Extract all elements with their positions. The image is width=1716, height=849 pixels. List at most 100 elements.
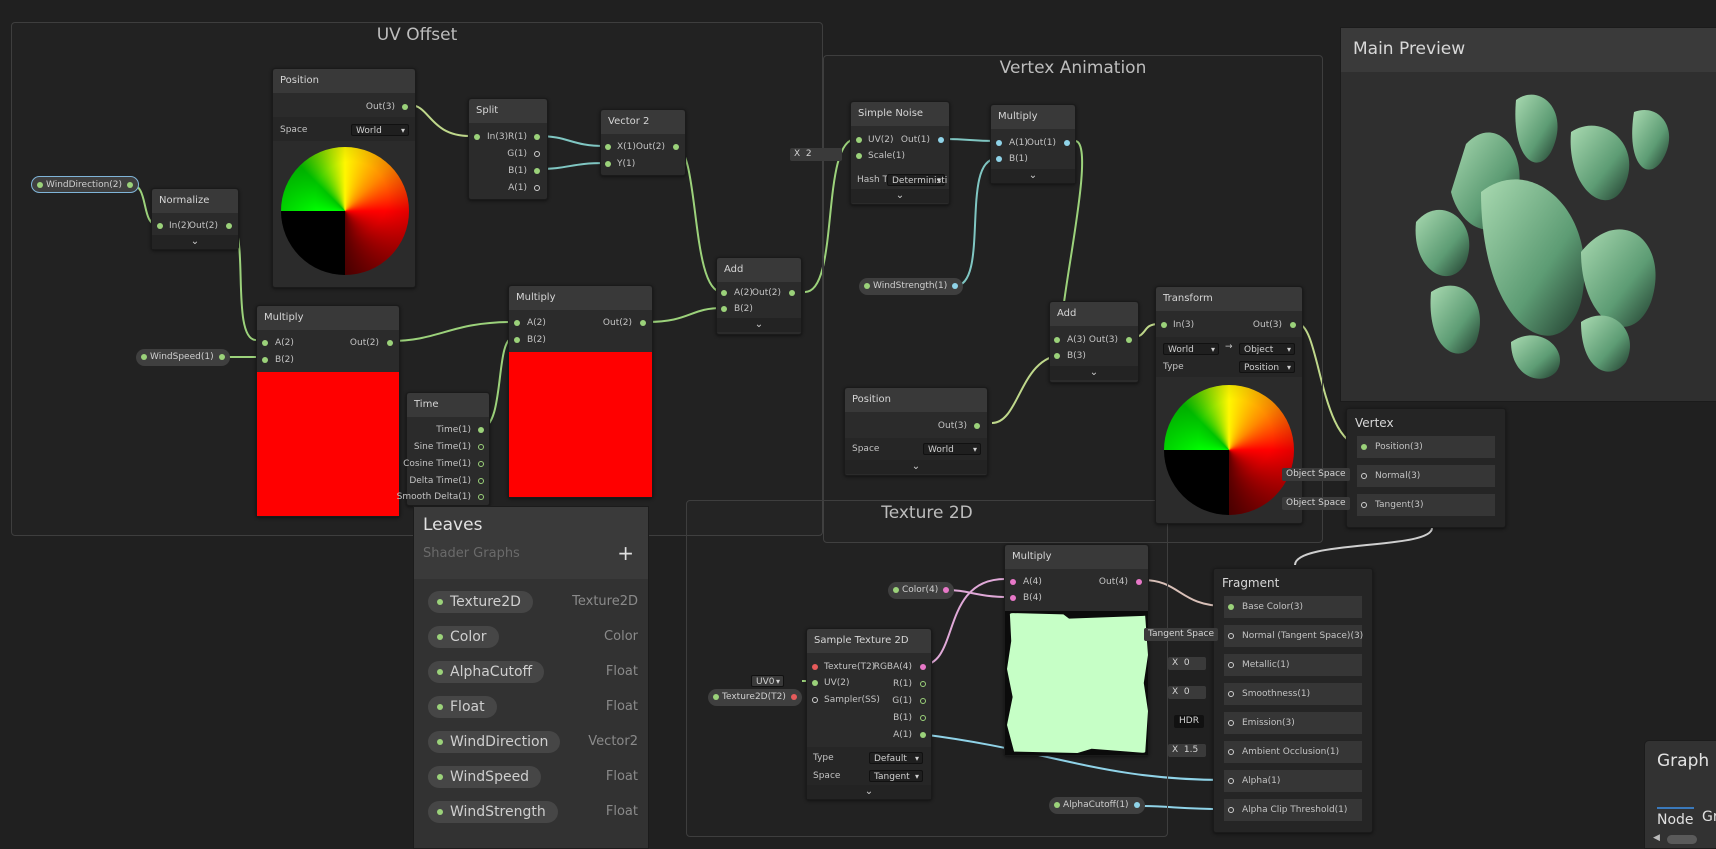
input-port[interactable] <box>856 137 862 143</box>
transform-node[interactable]: Transform In(3) Out(3) World → Object Ty… <box>1155 286 1303 524</box>
space-dropdown[interactable]: Tangent <box>869 770 923 783</box>
multiply-node[interactable]: Multiply A(2) B(2) Out(2) <box>508 285 653 498</box>
output-port[interactable] <box>1133 802 1140 808</box>
input-port[interactable] <box>1361 444 1367 450</box>
uv-channel-dropdown[interactable]: UV0 <box>751 675 784 688</box>
simple-noise-node[interactable]: Simple Noise UV(2) Scale(1) Out(1) Hash … <box>850 101 950 205</box>
input-port[interactable] <box>812 697 818 703</box>
blackboard-row[interactable]: AlphaCutoff Float <box>428 659 638 685</box>
main-preview-panel[interactable]: Main Preview <box>1340 27 1716 402</box>
output-port[interactable] <box>640 320 646 326</box>
input-port[interactable] <box>1161 322 1167 328</box>
emission-hdr-swatch[interactable]: HDR <box>1174 715 1204 728</box>
collapse-chevron-icon[interactable]: ⌄ <box>717 318 801 332</box>
output-port[interactable] <box>789 290 795 296</box>
output-port[interactable] <box>127 182 134 188</box>
metallic-input[interactable]: X 0 <box>1168 657 1206 670</box>
fragment-context[interactable]: Fragment Base Color(3) Normal (Tangent S… <box>1213 568 1373 833</box>
multiply-node[interactable]: Multiply A(1) B(1) Out(1) ⌄ <box>990 104 1076 184</box>
space-dropdown[interactable]: World <box>351 124 409 137</box>
horizontal-scrollbar[interactable] <box>1667 835 1697 844</box>
vertex-tangent-slot[interactable]: Tangent(3) <box>1357 494 1495 516</box>
metallic-slot[interactable]: Metallic(1) <box>1224 654 1362 676</box>
type-dropdown[interactable]: Default <box>869 752 923 765</box>
blackboard-row[interactable]: WindStrength Float <box>428 799 638 825</box>
vertex-context[interactable]: Vertex Position(3) Normal(3) Tangent(3) <box>1346 408 1506 528</box>
blackboard-row[interactable]: Texture2D Texture2D <box>428 589 638 615</box>
output-port[interactable] <box>938 137 944 143</box>
alpha-slot[interactable]: Alpha(1) <box>1224 770 1362 792</box>
input-port[interactable] <box>1228 633 1234 639</box>
output-port[interactable] <box>952 283 959 289</box>
alpha-clip-slot[interactable]: Alpha Clip Threshold(1) <box>1224 799 1362 821</box>
input-port[interactable] <box>262 357 268 363</box>
input-port[interactable] <box>474 134 480 140</box>
output-port[interactable] <box>974 423 980 429</box>
tangent-space-input[interactable]: Object Space <box>1282 497 1350 510</box>
vector2-node[interactable]: Vector 2 X(1) Y(1) Out(2) <box>600 109 686 176</box>
scale-input[interactable]: X 2 <box>790 148 842 161</box>
to-space-dropdown[interactable]: Object <box>1239 343 1295 356</box>
output-port[interactable] <box>920 715 926 721</box>
position-node[interactable]: Position Out(3) Space World ⌄ <box>844 387 988 476</box>
normal-space-input[interactable]: Object Space <box>1282 468 1350 481</box>
position-node[interactable]: Position Out(3) Space World <box>272 68 416 288</box>
multiply-node[interactable]: Multiply A(2) B(2) Out(2) <box>256 305 400 517</box>
color-property[interactable]: Color(4) <box>888 582 955 599</box>
type-dropdown[interactable]: Position <box>1239 361 1295 374</box>
group-vertex-animation[interactable]: Vertex Animation <box>823 55 1323 543</box>
output-port[interactable] <box>1136 579 1142 585</box>
input-port[interactable] <box>856 153 862 159</box>
time-node[interactable]: Time Time(1) Sine Time(1) Cosine Time(1)… <box>397 392 490 506</box>
input-port[interactable] <box>1228 749 1234 755</box>
input-port[interactable] <box>1228 662 1234 668</box>
input-port[interactable] <box>1010 579 1016 585</box>
input-port[interactable] <box>605 144 611 150</box>
group-texture2d[interactable]: Texture 2D <box>686 500 1168 837</box>
split-node[interactable]: Split In(3) R(1) G(1) B(1) A(1) <box>468 98 548 200</box>
output-port[interactable] <box>673 144 679 150</box>
input-port[interactable] <box>1010 595 1016 601</box>
output-port[interactable] <box>226 223 232 229</box>
collapse-chevron-icon[interactable]: ⌄ <box>1050 366 1138 380</box>
output-port[interactable] <box>387 340 393 346</box>
output-port[interactable] <box>920 664 926 670</box>
output-port[interactable] <box>402 104 408 110</box>
blackboard-row[interactable]: Float Float <box>428 694 638 720</box>
output-port[interactable] <box>534 168 540 174</box>
output-port[interactable] <box>534 185 540 191</box>
normal-space-input[interactable]: Tangent Space <box>1144 628 1218 641</box>
graph-inspector-panel[interactable]: Graph I Node Gr ◀ <box>1644 740 1716 849</box>
smoothness-slot[interactable]: Smoothness(1) <box>1224 683 1362 705</box>
hash-type-dropdown[interactable]: Deterministi <box>887 174 947 187</box>
input-port[interactable] <box>1361 502 1367 508</box>
output-port[interactable] <box>920 732 926 738</box>
property-pill[interactable]: WindStrength <box>428 801 558 823</box>
input-port[interactable] <box>721 290 727 296</box>
input-port[interactable] <box>262 340 268 346</box>
output-port[interactable] <box>534 134 540 140</box>
tab-graph-settings[interactable]: Gr <box>1702 809 1716 825</box>
input-port[interactable] <box>514 320 520 326</box>
input-port[interactable] <box>721 306 727 312</box>
scroll-left-icon[interactable]: ◀ <box>1653 833 1660 843</box>
input-port[interactable] <box>1054 353 1060 359</box>
output-port[interactable] <box>534 151 540 157</box>
output-port[interactable] <box>478 444 484 450</box>
property-pill[interactable]: WindSpeed <box>428 766 542 788</box>
output-port[interactable] <box>218 354 225 360</box>
output-port[interactable] <box>790 694 797 700</box>
wind-direction-property[interactable]: WindDirection(2) <box>31 176 140 193</box>
vertex-position-slot[interactable]: Position(3) <box>1357 436 1495 458</box>
blackboard-row[interactable]: WindSpeed Float <box>428 764 638 790</box>
input-port[interactable] <box>1054 337 1060 343</box>
input-port[interactable] <box>1361 473 1367 479</box>
wind-speed-property[interactable]: WindSpeed(1) <box>136 349 230 366</box>
blackboard-row[interactable]: Color Color <box>428 624 638 650</box>
output-port[interactable] <box>920 698 926 704</box>
collapse-chevron-icon[interactable]: ⌄ <box>991 169 1075 183</box>
input-port[interactable] <box>812 664 818 670</box>
collapse-chevron-icon[interactable]: ⌄ <box>851 189 949 203</box>
property-pill[interactable]: Texture2D <box>428 591 533 613</box>
input-port[interactable] <box>996 140 1002 146</box>
